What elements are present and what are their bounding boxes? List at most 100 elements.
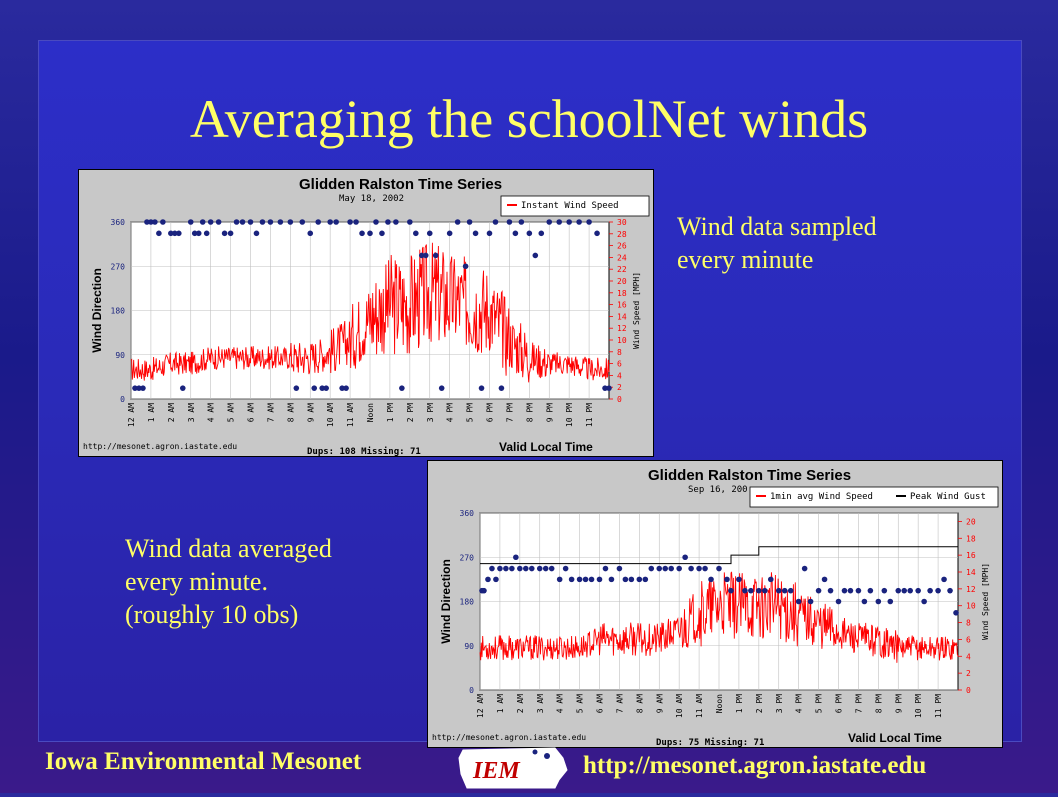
direction-point (462, 263, 469, 270)
direction-point (267, 219, 274, 225)
direction-point (576, 576, 583, 583)
x-tick-label: 12 AM (127, 403, 136, 427)
direction-point (432, 252, 439, 259)
direction-point (498, 385, 505, 391)
y-right-tick-label: 30 (617, 218, 627, 227)
y-left-tick-label: 90 (115, 351, 125, 360)
x-tick-label: 1 PM (735, 694, 744, 713)
y-right-axis-label: Wind Speed [MPH] (981, 563, 990, 640)
direction-point (762, 587, 768, 594)
direction-point (861, 598, 868, 605)
x-tick-label: 6 AM (247, 403, 256, 422)
direction-point (259, 219, 266, 225)
chart-top: Glidden Ralston Time Series May 18, 2002 1… (78, 169, 654, 457)
direction-point (353, 219, 359, 225)
legend-label: Peak Wind Gust (910, 492, 986, 502)
direction-point (901, 587, 908, 594)
direction-point (492, 219, 499, 225)
direction-point (556, 576, 563, 583)
x-tick-label: 1 AM (147, 403, 156, 422)
y-right-tick-label: 24 (617, 253, 627, 262)
direction-point (293, 385, 300, 391)
direction-point (339, 385, 345, 391)
direction-point (140, 385, 146, 391)
direction-point (148, 219, 154, 225)
direction-point (195, 230, 202, 237)
direction-point (702, 565, 708, 572)
x-tick-label: 3 PM (775, 694, 784, 713)
direction-point (728, 587, 734, 594)
x-tick-label: 5 AM (227, 403, 236, 422)
direction-point (203, 230, 210, 237)
direction-point (847, 587, 854, 594)
direction-point (742, 587, 748, 594)
direction-point (347, 219, 353, 225)
note-bottom: Wind data averaged every minute. (roughl… (125, 532, 332, 631)
chart-footer-stats: Dups: 108 Missing: 71 (307, 446, 421, 456)
direction-point (767, 576, 774, 583)
direction-point (493, 576, 499, 583)
x-tick-label: 9 PM (545, 403, 554, 422)
x-tick-label: 5 AM (576, 694, 585, 713)
y-right-tick-label: 0 (966, 686, 971, 695)
x-tick-label: 7 PM (505, 403, 514, 422)
direction-point (536, 565, 543, 572)
footer-right: http://mesonet.agron.iastate.edu (583, 752, 927, 779)
x-tick-label: 11 PM (585, 403, 594, 427)
direction-point (481, 587, 487, 594)
direction-point (582, 576, 589, 583)
y-left-tick-label: 180 (111, 307, 126, 316)
iem-logo: IEM (455, 744, 575, 792)
x-tick-label: 2 PM (755, 694, 764, 713)
y-left-tick-label: 0 (120, 395, 125, 404)
direction-point (299, 219, 306, 225)
direction-point (215, 219, 222, 225)
direction-point (239, 219, 246, 225)
y-right-tick-label: 18 (966, 534, 976, 543)
direction-point (454, 219, 461, 225)
x-tick-label: 4 AM (556, 694, 565, 713)
direction-point (566, 219, 572, 225)
x-tick-label: 1 PM (386, 403, 395, 422)
y-left-tick-label: 0 (469, 686, 474, 695)
direction-point (207, 219, 214, 225)
y-right-axis-label: Wind Speed [MPH] (632, 272, 641, 349)
y-left-tick-label: 180 (460, 598, 475, 607)
series-wind-speed-line (479, 571, 959, 663)
y-right-tick-label: 20 (966, 517, 976, 526)
x-tick-label: 6 AM (596, 694, 605, 713)
direction-point (807, 598, 814, 605)
x-tick-label: 2 AM (167, 403, 176, 422)
y-right-tick-label: 8 (617, 348, 622, 357)
direction-point (781, 587, 788, 594)
direction-point (835, 598, 842, 605)
direction-point (642, 576, 649, 583)
direction-point (736, 576, 742, 583)
x-tick-label: 10 AM (326, 403, 335, 427)
direction-point (221, 230, 228, 237)
direction-point (881, 587, 888, 594)
direction-point (247, 219, 254, 225)
direction-point (523, 565, 529, 572)
direction-point (160, 219, 166, 225)
direction-point (875, 598, 882, 605)
x-tick-label: 11 PM (934, 694, 943, 718)
direction-point (472, 230, 479, 237)
direction-point (323, 385, 329, 391)
x-tick-label: 3 AM (187, 403, 196, 422)
y-right-tick-label: 14 (617, 312, 627, 321)
direction-point (556, 219, 563, 225)
direction-point (724, 576, 730, 583)
legend-box (500, 195, 650, 217)
y-right-tick-label: 12 (617, 324, 627, 333)
x-tick-label: 9 AM (655, 694, 664, 713)
y-right-tick-label: 18 (617, 289, 627, 298)
direction-point (319, 385, 325, 391)
chart-footer-url: http://mesonet.agron.iastate.edu (83, 442, 237, 451)
direction-point (676, 565, 682, 572)
direction-point (517, 565, 523, 572)
direction-point (606, 385, 612, 391)
direction-point (941, 576, 947, 583)
direction-point (438, 385, 445, 391)
